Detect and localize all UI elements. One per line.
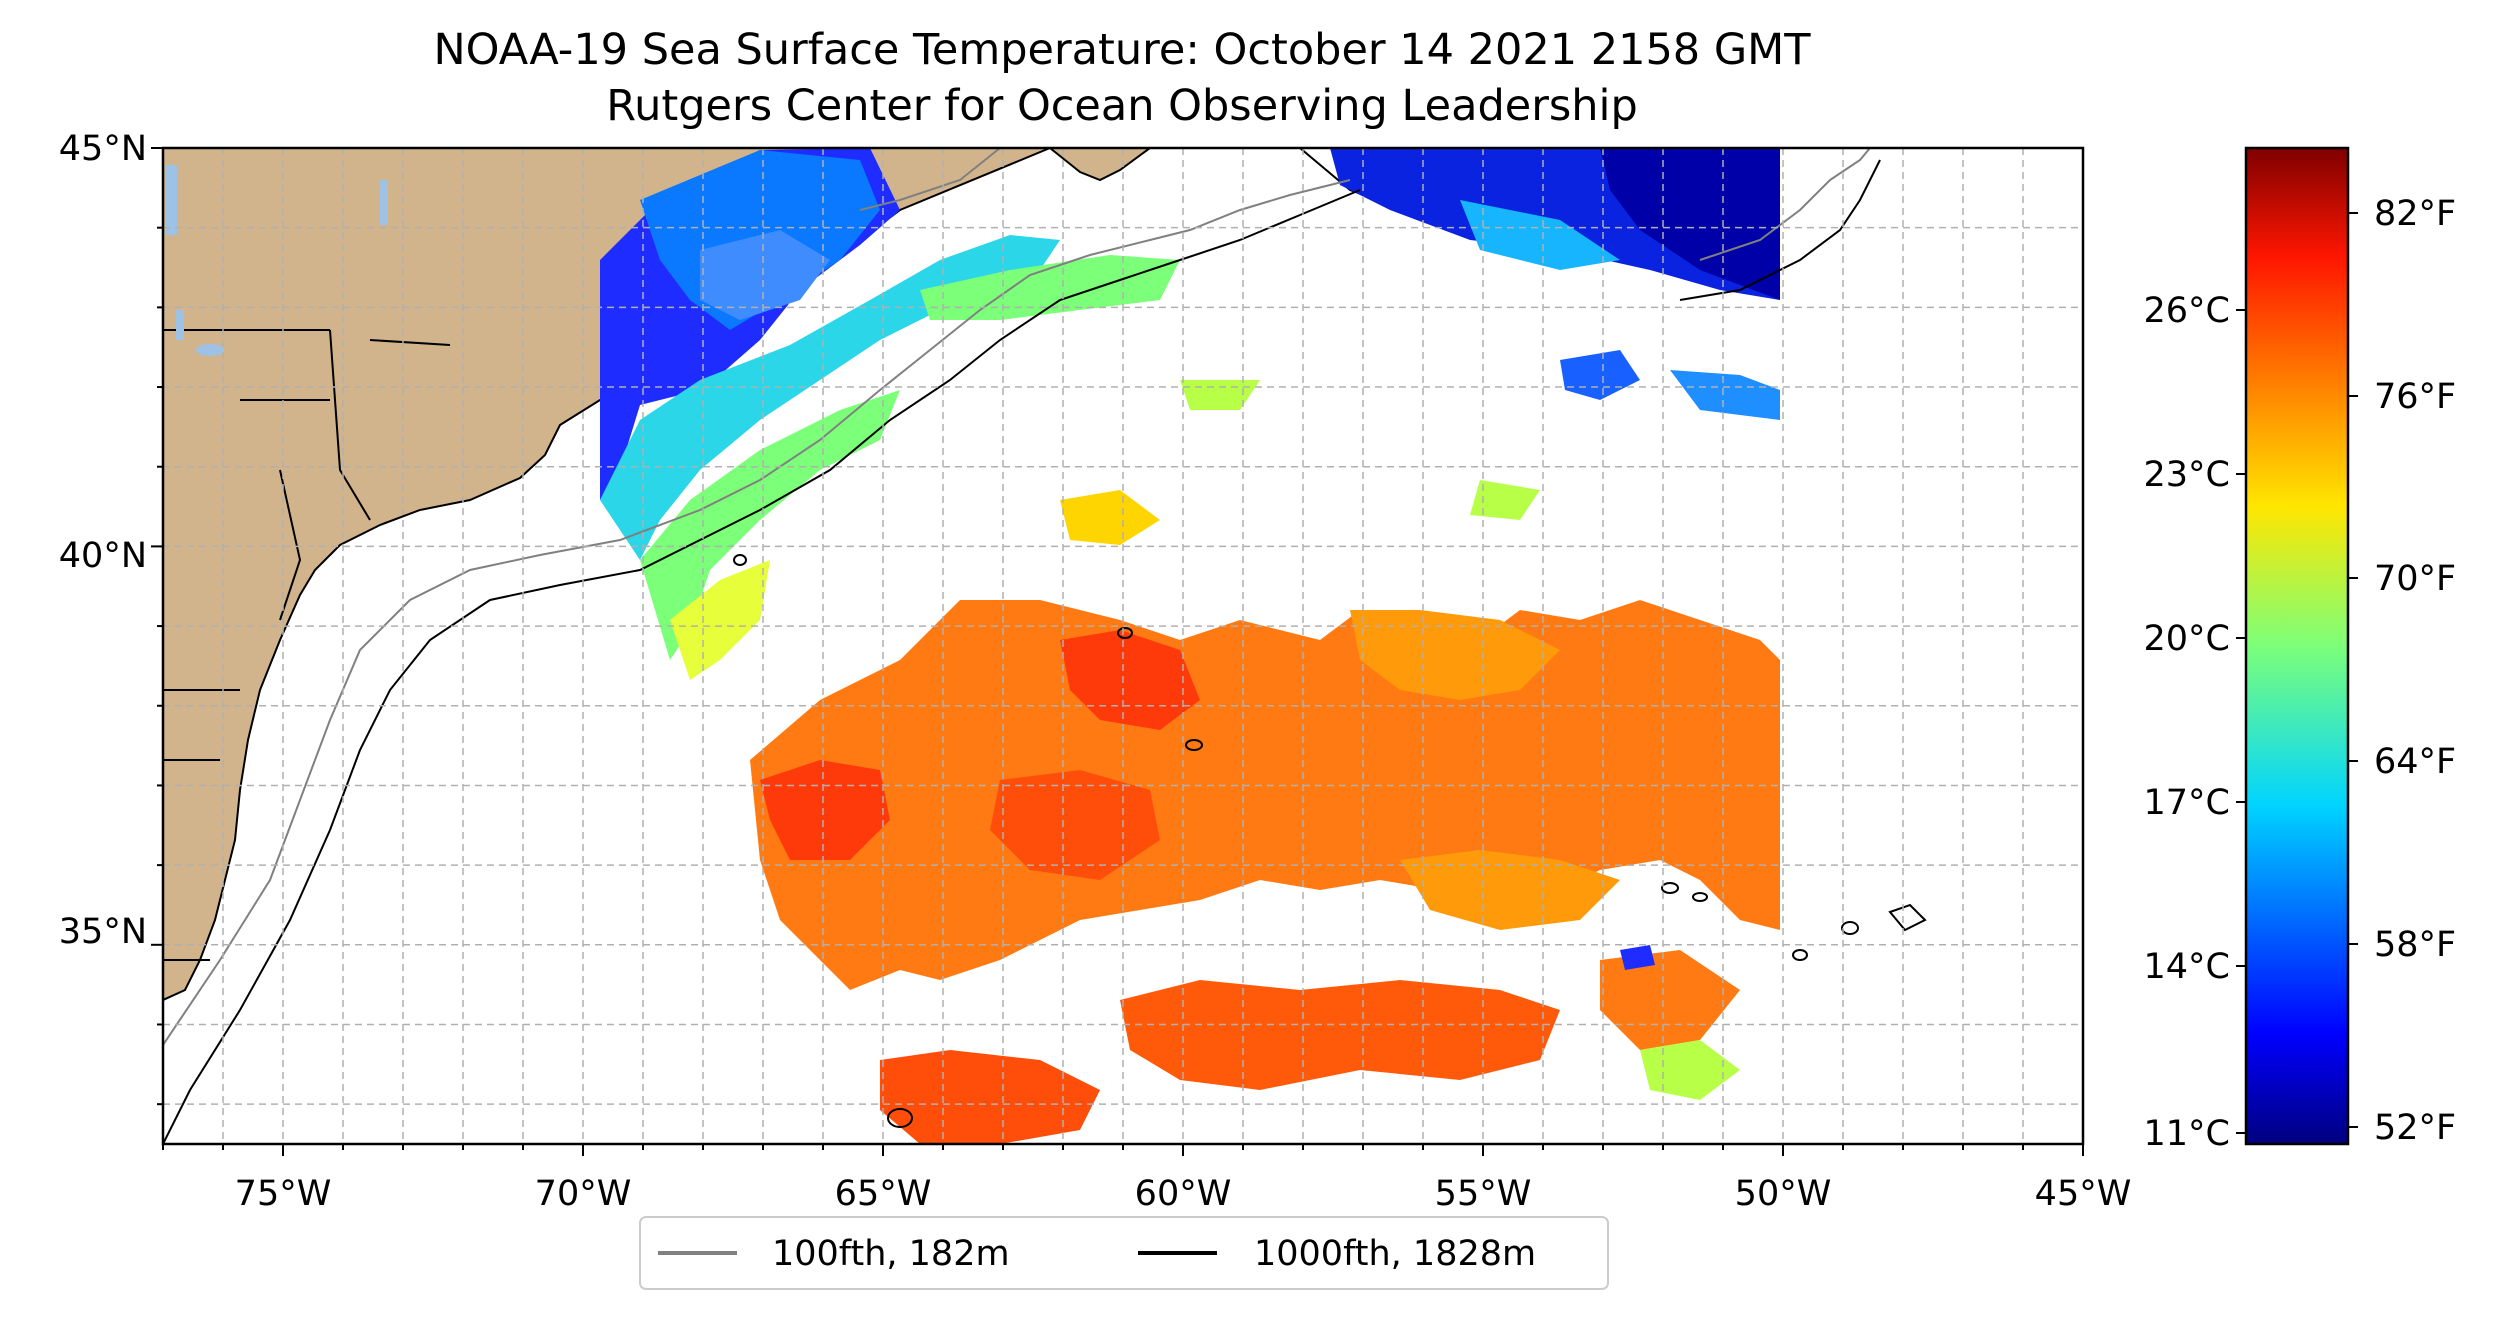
x-tick-label: 65°W (835, 1174, 932, 1214)
legend-label-100fth: 100fth, 182m (772, 1234, 1010, 1274)
x-tick-label: 45°W (2035, 1174, 2132, 1214)
lakes (165, 165, 388, 356)
colorbar-fahrenheit-label: 52°F (2374, 1108, 2456, 1148)
contour-legend: 100fth, 182m 1000fth, 1828m (639, 1216, 1609, 1290)
bathymetry-1000fth (163, 159, 1881, 1144)
x-tick-label: 75°W (235, 1174, 332, 1214)
legend-label-1000fth: 1000fth, 1828m (1254, 1234, 1536, 1274)
y-tick-label: 45°N (59, 129, 147, 169)
colorbar-gradient (2244, 146, 2350, 1146)
gridlines (163, 148, 2083, 1144)
colorbar-fahrenheit-label: 76°F (2374, 377, 2456, 417)
x-tick-label: 60°W (1135, 1174, 1232, 1214)
colorbar-celsius-label: 20°C (2144, 619, 2230, 659)
colorbar-celsius-label: 26°C (2144, 291, 2230, 331)
colorbar-fahrenheit-label: 70°F (2374, 559, 2456, 599)
y-tick-label: 35°N (59, 912, 147, 952)
colorbar: 26°C 23°C 20°C 17°C 14°C 11°C 82°F 76°F … (2144, 146, 2456, 1154)
figure-title: NOAA-19 Sea Surface Temperature: October… (433, 25, 1811, 75)
bathymetry-100fth (163, 148, 1871, 1046)
axis-ticks (151, 147, 2084, 1156)
x-tick-label: 55°W (1435, 1174, 1532, 1214)
legend-box (639, 1216, 1609, 1290)
seamounts (733, 554, 1927, 1128)
map-panel (163, 148, 2083, 1144)
colorbar-celsius-label: 23°C (2144, 455, 2230, 495)
x-tick-label: 70°W (535, 1174, 632, 1214)
colorbar-ticks (2236, 212, 2358, 1134)
colorbar-fahrenheit-label: 64°F (2374, 742, 2456, 782)
x-tick-label: 50°W (1735, 1174, 1832, 1214)
colorbar-fahrenheit-label: 82°F (2374, 194, 2456, 234)
y-tick-label: 40°N (59, 536, 147, 576)
figure-subtitle: Rutgers Center for Ocean Observing Leade… (606, 81, 1638, 131)
x-axis-labels: 75°W 70°W 65°W 60°W 55°W 50°W 45°W (235, 1174, 2132, 1214)
state-borders (163, 329, 451, 961)
colorbar-celsius-label: 11°C (2144, 1114, 2230, 1154)
sst-swath (600, 148, 1780, 1144)
cape-cod (1048, 148, 1152, 182)
colorbar-celsius-label: 17°C (2144, 783, 2230, 823)
y-axis-labels: 45°N 40°N 35°N (59, 129, 147, 952)
colorbar-fahrenheit-label: 58°F (2374, 925, 2456, 965)
colorbar-celsius-label: 14°C (2144, 947, 2230, 987)
